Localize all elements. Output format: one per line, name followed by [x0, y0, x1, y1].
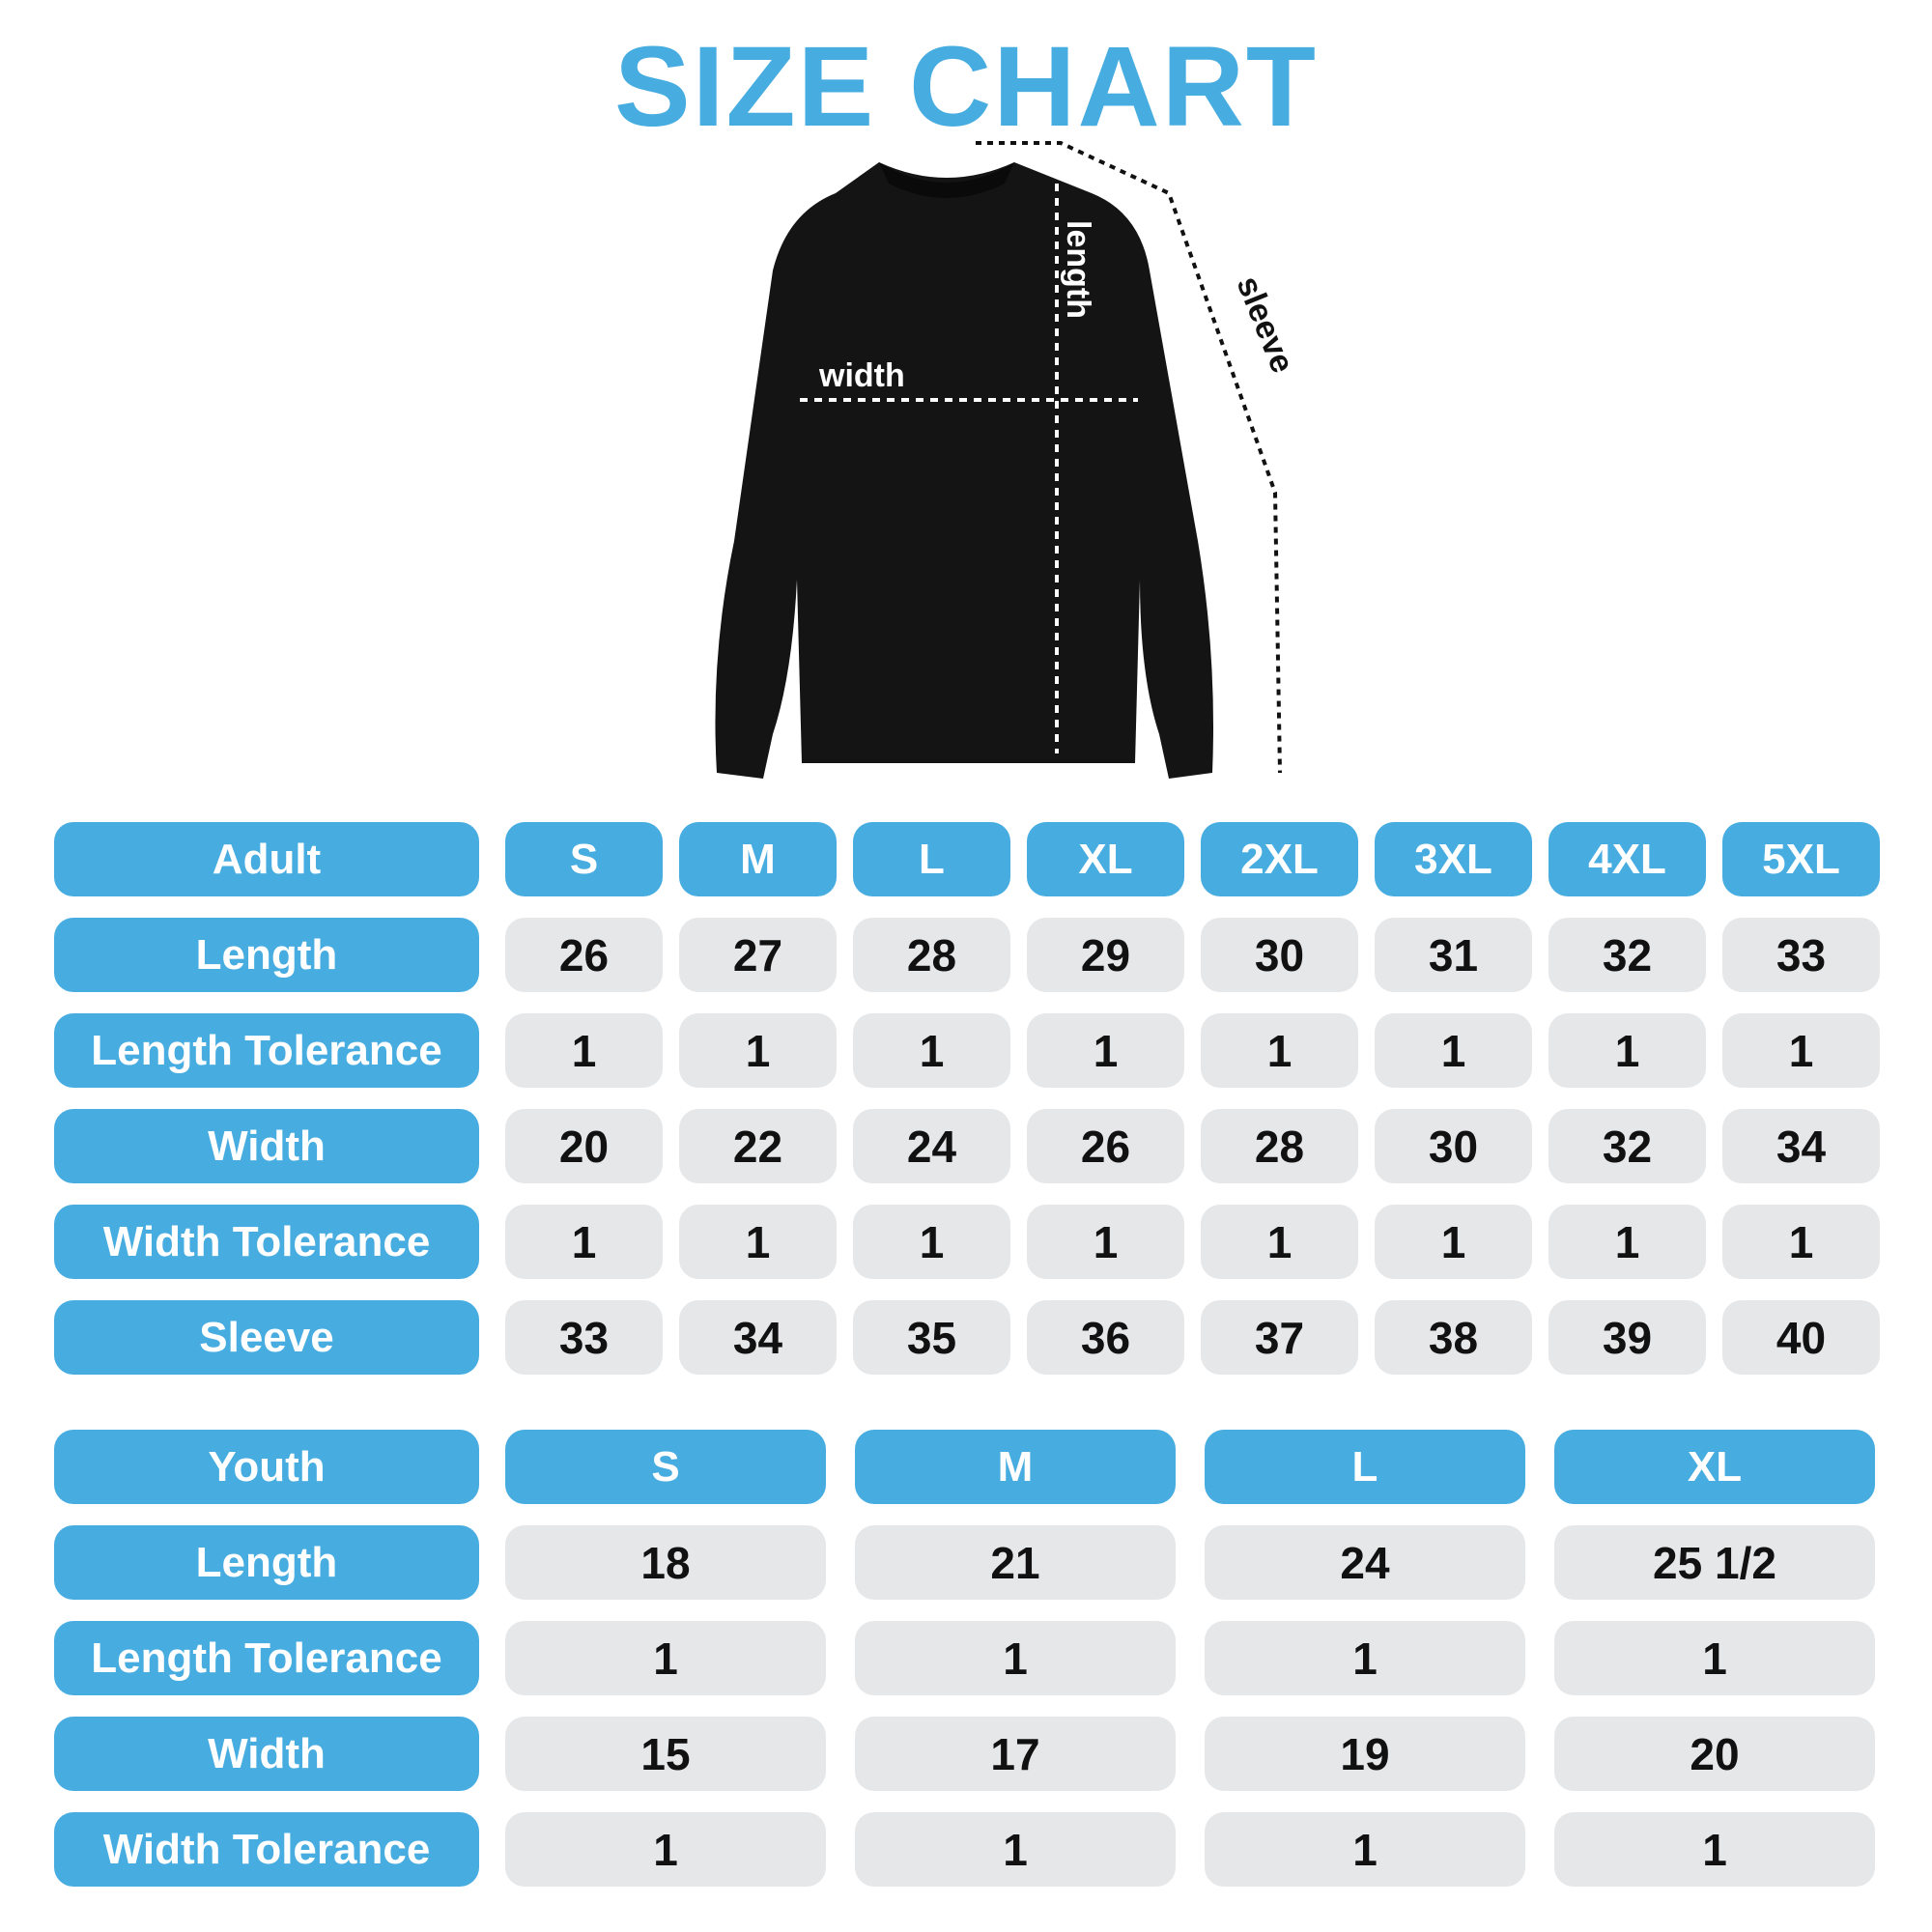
- youth-value-cell: 1: [1205, 1812, 1525, 1887]
- youth-row-label: Length: [54, 1525, 479, 1600]
- sweatshirt-diagram: width length sleeve: [715, 141, 1301, 779]
- page-title: SIZE CHART: [614, 23, 1318, 151]
- width-label: width: [818, 357, 905, 394]
- sleeve-label: sleeve: [1230, 271, 1301, 379]
- youth-value-cell: 24: [1205, 1525, 1525, 1600]
- adult-value-cell: 1: [505, 1013, 663, 1088]
- sleeve-dotted-line: [976, 141, 1282, 774]
- adult-value-cell: 1: [1722, 1205, 1880, 1279]
- adult-value-cell: 1: [679, 1013, 837, 1088]
- youth-size-header: S: [505, 1430, 826, 1504]
- youth-value-cell: 21: [855, 1525, 1176, 1600]
- adult-value-cell: 37: [1201, 1300, 1358, 1375]
- adult-value-cell: 1: [505, 1205, 663, 1279]
- adult-value-cell: 30: [1375, 1109, 1532, 1183]
- adult-value-cell: 26: [1027, 1109, 1184, 1183]
- youth-value-cell: 1: [1205, 1621, 1525, 1695]
- adult-value-cell: 1: [1027, 1205, 1184, 1279]
- adult-value-cell: 1: [1027, 1013, 1184, 1088]
- youth-row-label: Width: [54, 1717, 479, 1791]
- adult-size-header: XL: [1027, 822, 1184, 896]
- length-label: length: [1060, 220, 1096, 319]
- adult-value-cell: 1: [679, 1205, 837, 1279]
- adult-header-label: Adult: [54, 822, 479, 896]
- adult-size-header: 4XL: [1548, 822, 1706, 896]
- adult-value-cell: 33: [505, 1300, 663, 1375]
- adult-value-cell: 40: [1722, 1300, 1880, 1375]
- youth-header-label: Youth: [54, 1430, 479, 1504]
- adult-size-header: 2XL: [1201, 822, 1358, 896]
- adult-size-header: 5XL: [1722, 822, 1880, 896]
- adult-value-cell: 1: [1201, 1205, 1358, 1279]
- adult-value-cell: 1: [1548, 1205, 1706, 1279]
- youth-value-cell: 1: [1554, 1812, 1875, 1887]
- adult-value-cell: 31: [1375, 918, 1532, 992]
- youth-value-cell: 19: [1205, 1717, 1525, 1791]
- adult-value-cell: 22: [679, 1109, 837, 1183]
- youth-size-header: XL: [1554, 1430, 1875, 1504]
- youth-size-header: M: [855, 1430, 1176, 1504]
- adult-value-cell: 1: [1375, 1013, 1532, 1088]
- adult-value-cell: 1: [1722, 1013, 1880, 1088]
- youth-value-cell: 1: [1554, 1621, 1875, 1695]
- adult-size-header: M: [679, 822, 837, 896]
- adult-value-cell: 1: [1548, 1013, 1706, 1088]
- youth-row-label: Length Tolerance: [54, 1621, 479, 1695]
- adult-size-header: 3XL: [1375, 822, 1532, 896]
- adult-value-cell: 24: [853, 1109, 1010, 1183]
- adult-size-header: L: [853, 822, 1010, 896]
- adult-value-cell: 35: [853, 1300, 1010, 1375]
- adult-value-cell: 34: [679, 1300, 837, 1375]
- youth-value-cell: 15: [505, 1717, 826, 1791]
- adult-row-label: Length: [54, 918, 479, 992]
- youth-row-label: Width Tolerance: [54, 1812, 479, 1887]
- adult-row-label: Length Tolerance: [54, 1013, 479, 1088]
- adult-value-cell: 33: [1722, 918, 1880, 992]
- adult-value-cell: 26: [505, 918, 663, 992]
- adult-value-cell: 29: [1027, 918, 1184, 992]
- adult-value-cell: 39: [1548, 1300, 1706, 1375]
- youth-value-cell: 20: [1554, 1717, 1875, 1791]
- youth-value-cell: 1: [855, 1621, 1176, 1695]
- sweatshirt-collar: [879, 162, 1014, 198]
- youth-value-cell: 25 1/2: [1554, 1525, 1875, 1600]
- sweatshirt-image: [715, 162, 1213, 779]
- adult-row-label: Width Tolerance: [54, 1205, 479, 1279]
- adult-value-cell: 1: [853, 1205, 1010, 1279]
- adult-value-cell: 38: [1375, 1300, 1532, 1375]
- youth-value-cell: 17: [855, 1717, 1176, 1791]
- adult-value-cell: 27: [679, 918, 837, 992]
- adult-value-cell: 32: [1548, 1109, 1706, 1183]
- adult-row-label: Width: [54, 1109, 479, 1183]
- adult-value-cell: 32: [1548, 918, 1706, 992]
- adult-value-cell: 36: [1027, 1300, 1184, 1375]
- adult-value-cell: 34: [1722, 1109, 1880, 1183]
- youth-size-header: L: [1205, 1430, 1525, 1504]
- youth-value-cell: 1: [505, 1812, 826, 1887]
- adult-value-cell: 1: [1201, 1013, 1358, 1088]
- adult-value-cell: 1: [853, 1013, 1010, 1088]
- adult-value-cell: 20: [505, 1109, 663, 1183]
- adult-row-label: Sleeve: [54, 1300, 479, 1375]
- adult-value-cell: 1: [1375, 1205, 1532, 1279]
- youth-value-cell: 18: [505, 1525, 826, 1600]
- adult-value-cell: 30: [1201, 918, 1358, 992]
- youth-value-cell: 1: [505, 1621, 826, 1695]
- adult-value-cell: 28: [1201, 1109, 1358, 1183]
- adult-size-header: S: [505, 822, 663, 896]
- adult-value-cell: 28: [853, 918, 1010, 992]
- youth-value-cell: 1: [855, 1812, 1176, 1887]
